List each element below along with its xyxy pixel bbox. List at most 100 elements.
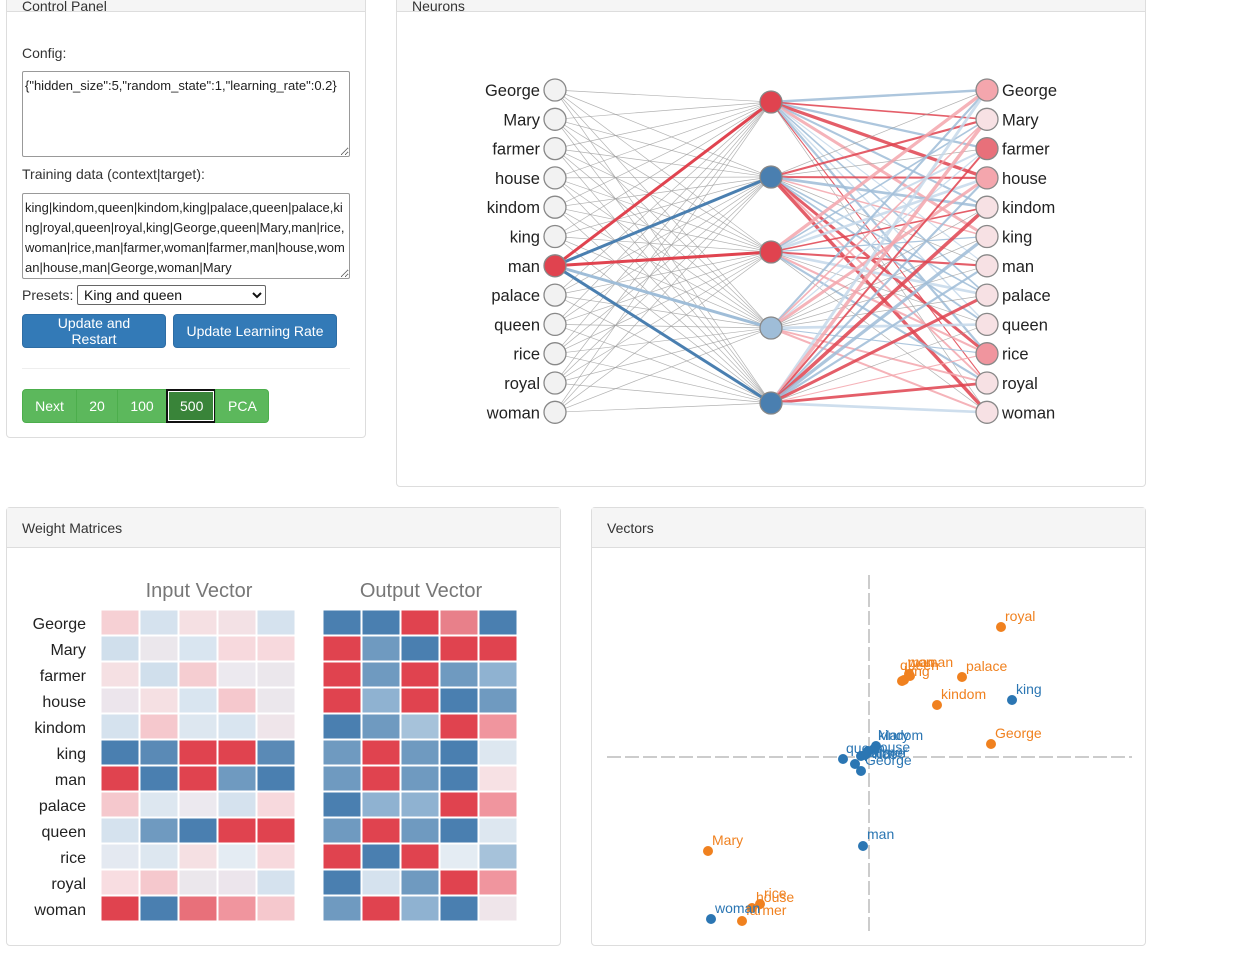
hidden-output-link [770, 88, 988, 104]
presets-select[interactable]: King and queen [77, 285, 266, 305]
hidden-output-link [769, 118, 989, 405]
active-input-link [554, 100, 772, 267]
weight-row-label: rice [60, 850, 86, 867]
vector-label: royal [1005, 608, 1035, 624]
input-neuron-label: queen [494, 316, 540, 334]
input-weight-cell [256, 609, 296, 636]
hidden-output-link [770, 89, 988, 178]
weight-row-label: farmer [40, 668, 87, 685]
input-weight-cell [100, 661, 140, 688]
input-weight-cell [139, 661, 179, 688]
hidden-output-link [770, 206, 988, 329]
input-weight-cell [139, 791, 179, 818]
output-neuron-label: queen [1002, 316, 1048, 334]
input-hidden-link [554, 327, 772, 384]
output-weight-cell [400, 843, 440, 870]
input-neuron-label: royal [504, 375, 540, 393]
weight-row-label: house [42, 694, 86, 711]
input-weight-cell [139, 713, 179, 740]
input-weight-cell [217, 687, 257, 714]
output-weight-cell [478, 791, 518, 818]
config-textarea[interactable] [22, 71, 350, 157]
weight-row-label: George [33, 616, 86, 633]
training-data-label: Training data (context|target): [22, 166, 205, 182]
input-weight-cell [100, 635, 140, 662]
input-weight-cell [178, 739, 218, 766]
training-data-textarea[interactable] [22, 193, 350, 279]
vector-label: George [865, 752, 912, 768]
output-neuron [975, 254, 999, 278]
update-learning-rate-button[interactable]: Update Learning Rate [173, 314, 337, 348]
vector-label: woman [714, 900, 760, 916]
hidden-output-link [770, 88, 988, 254]
output-weight-cell [439, 843, 479, 870]
input-weight-cell [217, 765, 257, 792]
output-weight-cell [361, 765, 401, 792]
pca-button[interactable]: PCA [215, 389, 269, 423]
output-neuron [975, 136, 999, 161]
vector-point [858, 841, 868, 851]
input-weight-cell [139, 817, 179, 844]
input-weight-cell [256, 739, 296, 766]
input-hidden-link [554, 89, 772, 253]
input-weight-cell [178, 843, 218, 870]
hidden-output-link [770, 327, 988, 414]
input-neuron-label: woman [486, 404, 540, 422]
hidden-neuron [759, 165, 783, 189]
input-hidden-link [554, 89, 772, 178]
output-neuron-label: farmer [1002, 141, 1050, 159]
vector-label: rice [874, 746, 897, 762]
step-500-button[interactable]: 500 [166, 389, 216, 423]
output-weight-cell [361, 869, 401, 896]
vectors-scatter-plot: royalpalacequeenwomanmankingkindomGeorge… [607, 575, 1132, 931]
input-neuron [543, 195, 567, 219]
output-weight-cell [322, 713, 362, 740]
output-weight-cell [439, 635, 479, 662]
output-neuron-label: man [1002, 258, 1034, 276]
input-hidden-link [554, 176, 772, 237]
input-weight-cell [256, 635, 296, 662]
input-neuron-label: palace [491, 287, 540, 305]
input-hidden-link [554, 206, 772, 253]
input-weight-cell [256, 713, 296, 740]
input-weight-cell [178, 869, 218, 896]
next-button[interactable]: Next [22, 389, 77, 423]
hidden-output-link [770, 327, 988, 384]
step-100-button[interactable]: 100 [117, 389, 167, 423]
input-weight-cell [178, 687, 218, 714]
vector-point [904, 669, 914, 679]
hidden-output-link [769, 205, 989, 405]
input-hidden-link [554, 119, 772, 404]
input-weight-cell [139, 635, 179, 662]
output-weight-cell [361, 895, 401, 922]
hidden-output-link [769, 89, 989, 404]
vectors-panel: Vectors royal palace queen woman man king kind… [591, 507, 1146, 946]
output-neuron [975, 107, 999, 131]
input-weight-cell [256, 843, 296, 870]
output-weight-cell [400, 687, 440, 714]
input-neuron [543, 224, 567, 249]
output-weight-cell [322, 843, 362, 870]
update-restart-button[interactable]: Update and Restart [22, 314, 166, 348]
input-weight-cell [100, 869, 140, 896]
hidden-output-link [770, 176, 988, 267]
hidden-output-link [770, 265, 988, 329]
input-weight-cell [100, 739, 140, 766]
output-weight-cell [478, 713, 518, 740]
input-hidden-links [554, 89, 772, 413]
input-neuron-label: farmer [492, 141, 540, 159]
input-hidden-link [554, 177, 772, 404]
output-weight-cell [322, 765, 362, 792]
output-weight-cell [322, 635, 362, 662]
output-weight-cell [439, 609, 479, 636]
output-weight-cell [478, 609, 518, 636]
step-20-button[interactable]: 20 [76, 389, 118, 423]
weight-matrices-panel: Weight Matrices Input Vector Output Vect… [6, 507, 561, 946]
hidden-output-link [770, 401, 988, 414]
input-weight-cell [100, 817, 140, 844]
output-weight-cell [439, 817, 479, 844]
vector-label: queen [900, 657, 939, 673]
output-neuron-label: palace [1002, 287, 1051, 305]
input-weight-cell [217, 739, 257, 766]
input-weight-cell [256, 765, 296, 792]
